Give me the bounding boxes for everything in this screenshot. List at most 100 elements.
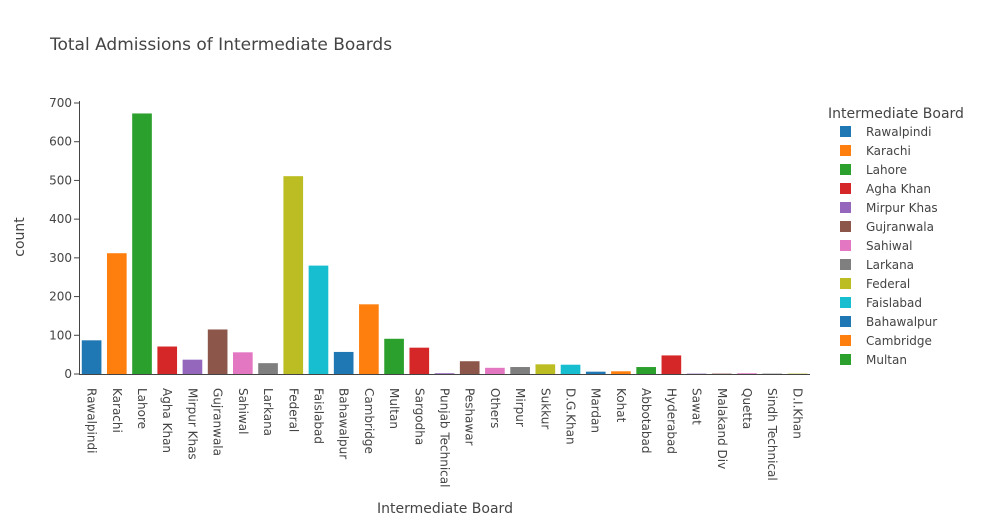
x-tick-label: Faislabad [311,388,325,444]
legend-item[interactable]: Multan [840,353,907,367]
x-tick-label: Mardan [589,388,603,433]
y-tick-label: 600 [49,135,72,149]
y-tick-labels: 0 100 200 300 400 500 600 700 [49,96,79,381]
x-tick-label: Larkana [261,388,275,436]
bar-d-g-khan[interactable] [560,364,581,374]
y-tick-label: 500 [49,173,72,187]
legend[interactable]: Intermediate Board Rawalpindi Karachi Laho… [828,106,964,367]
x-tick-label: Lahore [135,388,149,429]
legend-item[interactable]: Faislabad [840,296,922,310]
y-tick-label: 700 [49,96,72,110]
bar-sahiwal[interactable] [233,352,253,374]
bar-cambridge[interactable] [359,304,379,374]
bar-others[interactable] [485,367,505,374]
legend-swatch [840,240,851,251]
bar-hyderabad[interactable] [661,355,682,374]
x-tick-label: Kohat [614,388,628,423]
x-tick-label: Quetta [740,388,754,429]
legend-item[interactable]: Gujranwala [840,220,934,234]
bar-peshawar[interactable] [459,361,480,374]
x-tick-label: Karachi [110,388,124,433]
legend-label: Mirpur Khas [866,201,938,215]
bar-lahore[interactable] [132,113,152,375]
legend-label: Karachi [866,144,911,158]
legend-label: Sahiwal [866,239,912,253]
bar-rawalpindi[interactable] [81,340,102,374]
bar-federal[interactable] [283,176,304,374]
legend-label: Multan [866,353,907,367]
legend-item[interactable]: Rawalpindi [840,125,931,139]
bar-quetta[interactable] [737,373,757,375]
x-tick-label: Sukkur [538,388,552,429]
legend-items[interactable]: Rawalpindi Karachi Lahore Agha Khan Mirpur K… [840,125,938,367]
legend-label: Gujranwala [866,220,934,234]
legend-swatch [840,183,851,194]
y-tick-label: 200 [49,290,72,304]
legend-item[interactable]: Federal [840,277,910,291]
x-tick-label: Federal [286,388,300,432]
y-tick-label: 0 [64,367,72,381]
legend-label: Larkana [866,258,914,272]
legend-item[interactable]: Mirpur Khas [840,201,938,215]
x-tick-label: Hyderabad [664,388,678,454]
bar-abbotabad[interactable] [636,367,656,374]
bar-sukkur[interactable] [535,364,556,374]
y-axis-title: count [12,217,28,257]
legend-item[interactable]: Bahawalpur [840,315,937,329]
y-tick-label: 100 [49,328,72,342]
legend-swatch [840,297,851,308]
bar-faislabad[interactable] [308,265,329,374]
x-tick-label: Gujranwala [211,388,225,456]
x-tick-label: Rawalpindi [85,388,99,453]
x-tick-label: Peshawar [463,388,477,446]
bar-gujranwala[interactable] [207,329,228,374]
bar-multan[interactable] [384,338,404,374]
bar-mirpur-khas[interactable] [182,359,203,374]
legend-label: Bahawalpur [866,315,937,329]
x-tick-label: Malakand Div [715,388,729,469]
bar-mardan[interactable] [585,371,606,374]
legend-swatch [840,202,851,213]
bar-larkana[interactable] [258,363,278,374]
legend-title: Intermediate Board [828,106,964,122]
legend-swatch [840,221,851,232]
x-tick-label: Others [488,388,502,428]
legend-swatch [840,278,851,289]
legend-label: Lahore [866,163,907,177]
x-tick-label: Bahawalpur [337,388,351,459]
legend-item[interactable]: Lahore [840,163,907,177]
x-tick-label: Sindh Technical [765,388,779,481]
bars[interactable] [81,113,808,375]
x-tick-label: Sargodha [412,388,426,445]
bar-karachi[interactable] [106,253,127,374]
bar-sargodha[interactable] [409,347,430,374]
legend-item[interactable]: Sahiwal [840,239,912,253]
x-tick-label: Mirpur [513,388,527,427]
legend-swatch [840,335,851,346]
legend-label: Agha Khan [866,182,931,196]
legend-swatch [840,164,851,175]
legend-label: Federal [866,277,910,291]
y-tick-label: 400 [49,212,72,226]
x-tick-label: Punjab Technical [438,388,452,487]
x-axis-title: Intermediate Board [377,501,513,517]
legend-item[interactable]: Larkana [840,258,914,272]
legend-swatch [840,354,851,365]
legend-item[interactable]: Agha Khan [840,182,931,196]
x-tick-label: Sahiwal [236,388,250,434]
legend-swatch [840,126,851,137]
y-tick-label: 300 [49,251,72,265]
bar-bahawalpur[interactable] [333,351,354,374]
legend-item[interactable]: Cambridge [840,334,932,348]
x-tick-label: Abbotabad [639,388,653,453]
x-tick-label: D.G.Khan [564,388,578,445]
legend-swatch [840,145,851,156]
legend-item[interactable]: Karachi [840,144,911,158]
legend-swatch [840,259,851,270]
bar-agha-khan[interactable] [157,346,178,374]
bar-punjab-technical[interactable] [434,373,455,375]
bar-kohat[interactable] [611,371,631,374]
bar-mirpur[interactable] [510,367,530,374]
x-tick-labels: Rawalpindi Karachi Lahore Agha Khan Mirpur K… [85,388,805,487]
